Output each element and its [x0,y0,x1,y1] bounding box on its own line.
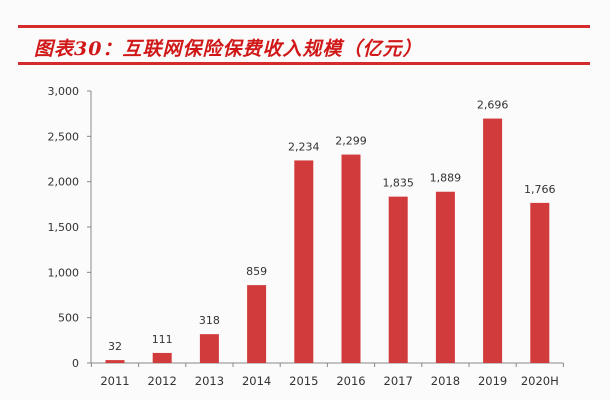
bar-2020H [530,202,550,363]
value-label: 2,299 [335,135,367,148]
bar-2013 [199,334,219,363]
y-tick-label: 2,000 [48,176,80,189]
value-label: 2,234 [288,140,320,153]
x-tick-label: 2015 [289,374,318,388]
x-tick-label: 2019 [478,374,507,388]
x-tick-label: 2020H [521,374,559,388]
y-tick-label: 3,000 [48,85,80,98]
x-tick-label: 2013 [195,374,224,388]
value-label: 859 [246,265,267,278]
title-rule-top [18,25,590,28]
x-tick-label: 2012 [148,374,177,388]
x-tick-label: 2016 [336,374,365,388]
y-tick-label: 1,500 [48,221,80,234]
y-tick-label: 2,500 [48,130,80,143]
bar-2014 [247,285,267,363]
bar-2016 [341,154,361,363]
x-tick-label: 2014 [242,374,271,388]
y-tick-label: 1,000 [48,266,80,279]
title-rule-bottom [18,62,590,65]
bar-2018 [435,191,455,363]
y-tick-label: 0 [72,357,79,370]
y-tick-label: 500 [58,312,79,325]
bar-2011 [105,360,125,363]
bar-2019 [483,118,503,363]
bar-2017 [388,196,408,363]
value-label: 2,696 [477,99,509,112]
bar-2012 [152,352,172,363]
x-tick-label: 2018 [431,374,460,388]
bar-2015 [294,160,314,363]
value-label: 111 [152,333,173,346]
value-label: 32 [108,340,122,353]
value-label: 1,889 [430,172,462,185]
value-label: 1,835 [382,177,414,190]
value-label: 318 [199,314,220,327]
x-tick-label: 2011 [100,374,129,388]
x-tick-label: 2017 [384,374,413,388]
chart-title: 图表30：互联网保险保费收入规模（亿元） [34,38,423,60]
value-label: 1,766 [524,183,556,196]
